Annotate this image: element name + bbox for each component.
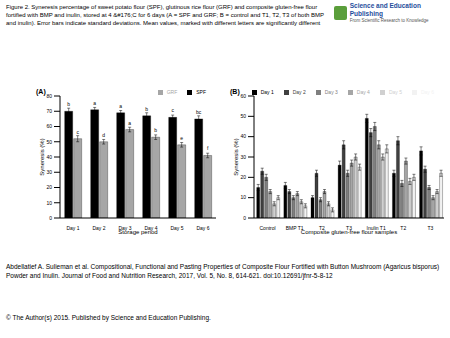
svg-text:c: c — [171, 107, 174, 113]
svg-text:b: b — [67, 101, 70, 107]
svg-text:bc: bc — [196, 109, 202, 115]
html-text:Day 3: Day 3 — [324, 89, 338, 95]
html-text:Day 6: Day 6 — [420, 89, 434, 95]
html-text:Day 4: Day 4 — [356, 89, 370, 95]
svg-text:T2: T2 — [400, 225, 406, 231]
svg-text:Day 1: Day 1 — [66, 225, 79, 231]
svg-text:60: 60 — [46, 123, 52, 129]
svg-text:T2: T2 — [318, 224, 325, 231]
svg-text:T3: T3 — [346, 224, 352, 231]
svg-text:Day 3: Day 3 — [118, 224, 132, 231]
svg-text:a: a — [93, 100, 96, 106]
html-text:© The Author(s) 2015. Publishe: © The Author(s) 2015. Published by Scien… — [6, 314, 211, 321]
html-text:From Scientific Research to Kn: From Scientific Research to Knowledge — [349, 18, 429, 23]
svg-text:Day 2: Day 2 — [92, 225, 105, 231]
svg-text:a: a — [119, 103, 122, 109]
html-text:SPF: SPF — [196, 89, 206, 95]
svg-text:20: 20 — [46, 184, 52, 190]
html-text:GRF: GRF — [166, 89, 178, 95]
svg-text:Composite gluten-free flour sa: Composite gluten-free flour samples — [301, 229, 397, 235]
svg-text:Syneresis (%): Syneresis (%) — [39, 138, 45, 175]
svg-text:Day 4: Day 4 — [144, 224, 158, 231]
svg-text:Syneresis (%): Syneresis (%) — [233, 138, 239, 175]
html-text:Science and Education Publishi: Science and Education Publishing — [349, 2, 421, 17]
svg-text:e: e — [180, 135, 183, 141]
svg-text:0: 0 — [243, 215, 246, 221]
svg-text:40: 40 — [46, 154, 52, 160]
svg-text:60: 60 — [240, 93, 246, 99]
svg-text:80: 80 — [46, 93, 52, 99]
svg-text:Day 6: Day 6 — [196, 225, 209, 231]
html-text:(A): (A) — [36, 88, 46, 95]
svg-text:a: a — [128, 120, 131, 126]
svg-text:50: 50 — [46, 139, 52, 145]
svg-text:Inulin T1: Inulin T1 — [366, 224, 386, 231]
svg-text:50: 50 — [240, 113, 246, 119]
svg-text:d: d — [102, 132, 105, 138]
svg-text:f: f — [207, 145, 209, 151]
html-text:Abdellatief A. Sulieman et al.: Abdellatief A. Sulieman et al. Compositi… — [6, 263, 440, 279]
svg-text:b: b — [154, 127, 157, 133]
svg-text:0: 0 — [49, 215, 52, 221]
svg-text:30: 30 — [46, 169, 52, 175]
svg-text:BMP T1: BMP T1 — [285, 224, 304, 231]
svg-text:10: 10 — [240, 194, 246, 200]
svg-text:Control: Control — [260, 225, 276, 231]
svg-text:30: 30 — [240, 154, 246, 160]
svg-text:10: 10 — [46, 200, 52, 206]
svg-text:c: c — [76, 129, 79, 135]
svg-text:70: 70 — [46, 108, 52, 114]
html-text:Figure 2. Syneresis percentage: Figure 2. Syneresis percentage of sweet … — [6, 4, 324, 26]
svg-text:40: 40 — [240, 133, 246, 139]
svg-text:Storage period: Storage period — [118, 229, 157, 235]
svg-text:T3: T3 — [428, 225, 434, 231]
svg-text:20: 20 — [240, 174, 246, 180]
html-text:Day 5: Day 5 — [388, 89, 402, 95]
svg-text:Day 5: Day 5 — [170, 225, 183, 231]
html-text:(B): (B) — [230, 88, 240, 95]
html-text:Day 1: Day 1 — [260, 89, 274, 95]
html-text:Day 2: Day 2 — [292, 89, 306, 95]
svg-text:b: b — [145, 106, 148, 112]
